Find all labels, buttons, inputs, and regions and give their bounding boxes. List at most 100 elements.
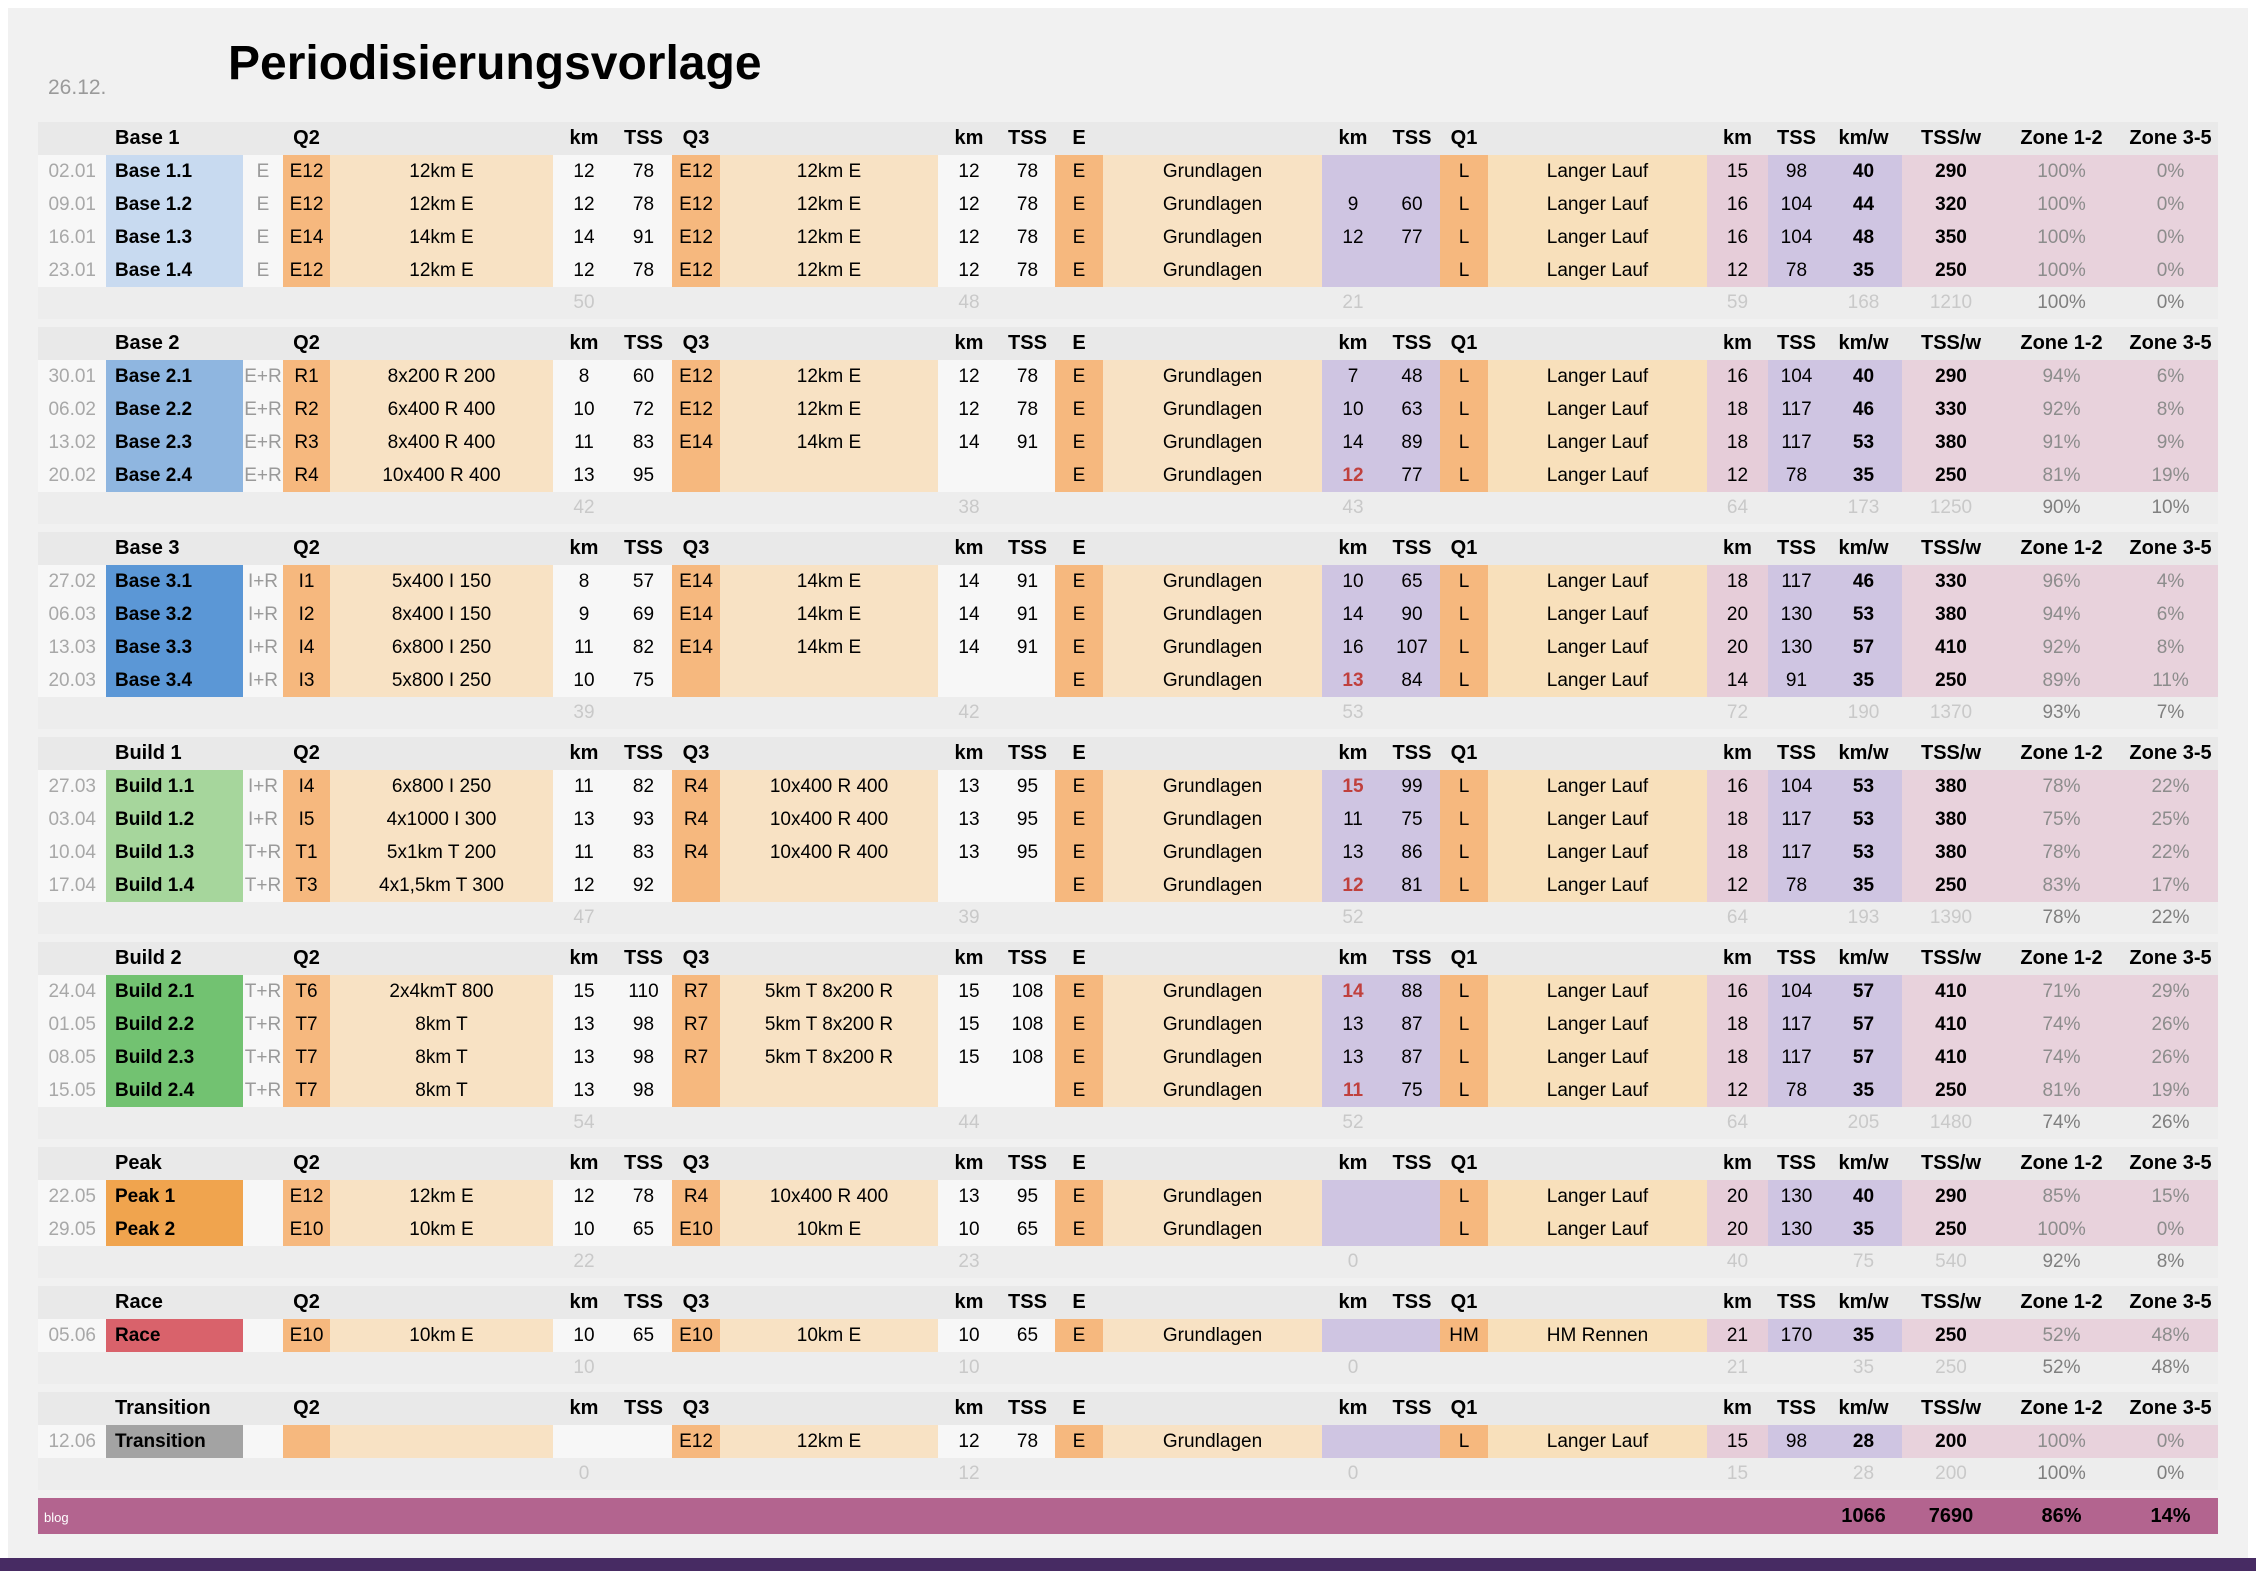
col-header-zone35[interactable]: Zone 3-5: [2129, 947, 2212, 969]
cell-q3-km[interactable]: 12: [958, 399, 980, 420]
summary-q3_km[interactable]: 44: [958, 1112, 980, 1133]
cell-q3-workout[interactable]: [720, 869, 938, 902]
cell-e-tss[interactable]: 63: [1384, 393, 1440, 426]
col-header-tss[interactable]: TSS: [624, 537, 663, 559]
cell-q2-workout[interactable]: 10km E: [330, 1319, 553, 1352]
col-header-tss[interactable]: TSS: [1777, 332, 1816, 354]
summary-zone35[interactable]: 10%: [2151, 497, 2190, 518]
cell-q2-tss[interactable]: [615, 1425, 672, 1458]
summary-q1_km[interactable]: 59: [1726, 292, 1749, 313]
cell-q2-workout[interactable]: 12km E: [330, 188, 553, 221]
cell-q1-workout[interactable]: Langer Lauf: [1488, 1425, 1707, 1458]
cell-q2-workout[interactable]: 4x1000 I 300: [330, 803, 553, 836]
cell-q1-tss[interactable]: 104: [1768, 188, 1825, 221]
summary-zone35[interactable]: 7%: [2156, 702, 2185, 723]
cell-q3-km[interactable]: 13: [958, 842, 980, 863]
cell-e-workout[interactable]: Grundlagen: [1103, 836, 1322, 869]
cell-e-workout[interactable]: Grundlagen: [1103, 975, 1322, 1008]
cell-q3-tss[interactable]: 65: [1016, 1325, 1039, 1346]
summary-kmw[interactable]: 205: [1847, 1112, 1880, 1133]
cell-q1-workout[interactable]: Langer Lauf: [1488, 360, 1707, 393]
cell-zone35[interactable]: 22%: [2123, 770, 2218, 803]
cell-q2-workout[interactable]: 6x800 I 250: [330, 770, 553, 803]
cell-tssw[interactable]: 290: [1902, 360, 2000, 393]
summary-e_km[interactable]: 53: [1342, 702, 1364, 723]
cell-tssw[interactable]: 350: [1902, 221, 2000, 254]
cell-q2-tss[interactable]: 78: [632, 260, 655, 281]
cell-e-workout[interactable]: Grundlagen: [1103, 459, 1322, 492]
cell-q3-tss[interactable]: 95: [1016, 776, 1039, 797]
summary-zone35[interactable]: 26%: [2151, 1112, 2190, 1133]
cell-q3-code[interactable]: E12: [672, 254, 720, 287]
cell-name[interactable]: Race: [106, 1319, 243, 1352]
cell-name[interactable]: Base 3.1: [106, 565, 243, 598]
cell-e-code[interactable]: E: [1055, 393, 1103, 426]
cell-kmw[interactable]: 28: [1825, 1425, 1902, 1458]
cell-zone35[interactable]: 48%: [2123, 1319, 2218, 1352]
cell-e-code[interactable]: E: [1055, 221, 1103, 254]
cell-e-tss[interactable]: 65: [1384, 565, 1440, 598]
cell-e-tss[interactable]: [1384, 1180, 1440, 1213]
cell-q2-workout[interactable]: 5x1km T 200: [330, 836, 553, 869]
cell-e-km[interactable]: 16: [1322, 631, 1384, 664]
col-header-km[interactable]: km: [1723, 742, 1752, 764]
cell-q2-km[interactable]: 12: [573, 194, 595, 215]
cell-q1-tss[interactable]: 117: [1768, 803, 1825, 836]
cell-name[interactable]: Build 2.4: [106, 1074, 243, 1107]
cell-zone12[interactable]: 91%: [2000, 426, 2123, 459]
cell-q3-km[interactable]: 15: [958, 1047, 980, 1068]
cell-q3-workout[interactable]: 12km E: [720, 393, 938, 426]
cell-date[interactable]: 17.04: [48, 875, 96, 896]
cell-q2-km[interactable]: 12: [573, 875, 595, 896]
col-header-km[interactable]: km: [954, 537, 984, 559]
cell-date[interactable]: 20.03: [48, 670, 96, 691]
cell-type[interactable]: [243, 1319, 283, 1352]
cell-q1-code[interactable]: L: [1440, 803, 1488, 836]
col-header-km[interactable]: km: [1338, 1152, 1368, 1174]
cell-q3-tss[interactable]: 78: [1016, 194, 1039, 215]
cell-type[interactable]: T+R: [244, 981, 282, 1002]
cell-q1-workout[interactable]: Langer Lauf: [1488, 869, 1707, 902]
cell-tssw[interactable]: 380: [1902, 770, 2000, 803]
cell-zone35[interactable]: 26%: [2123, 1041, 2218, 1074]
col-header-km[interactable]: km: [569, 947, 599, 969]
cell-e-km[interactable]: 13: [1322, 664, 1384, 697]
cell-e-code[interactable]: E: [1055, 1319, 1103, 1352]
cell-zone12[interactable]: 75%: [2000, 803, 2123, 836]
cell-kmw[interactable]: 44: [1825, 188, 1902, 221]
cell-zone12[interactable]: 92%: [2000, 393, 2123, 426]
cell-tssw[interactable]: 200: [1902, 1425, 2000, 1458]
summary-q3_km[interactable]: 12: [958, 1463, 980, 1484]
cell-q1-tss[interactable]: 104: [1768, 360, 1825, 393]
cell-q2-tss[interactable]: 69: [632, 604, 655, 625]
cell-e-workout[interactable]: Grundlagen: [1103, 221, 1322, 254]
cell-q3-tss[interactable]: 78: [1016, 161, 1039, 182]
cell-q2-code[interactable]: R3: [283, 426, 330, 459]
cell-q1-tss[interactable]: 104: [1768, 221, 1825, 254]
col-header-km[interactable]: km: [1723, 947, 1752, 969]
cell-e-workout[interactable]: Grundlagen: [1103, 1008, 1322, 1041]
cell-tssw[interactable]: 330: [1902, 393, 2000, 426]
col-header-km[interactable]: km: [569, 1152, 599, 1174]
col-header-tss[interactable]: TSS: [1392, 127, 1432, 149]
cell-date[interactable]: 23.01: [48, 260, 96, 281]
col-header-e[interactable]: E: [1072, 332, 1086, 354]
cell-q2-code[interactable]: E10: [283, 1319, 330, 1352]
cell-type[interactable]: E: [256, 260, 270, 281]
cell-type[interactable]: I+R: [247, 571, 279, 592]
cell-e-code[interactable]: E: [1055, 803, 1103, 836]
cell-q2-workout[interactable]: 6x400 R 400: [330, 393, 553, 426]
col-header-zone35[interactable]: Zone 3-5: [2129, 127, 2212, 149]
col-header-zone35[interactable]: Zone 3-5: [2129, 742, 2212, 764]
cell-q2-km[interactable]: 12: [573, 260, 595, 281]
cell-date[interactable]: 24.04: [48, 981, 96, 1002]
cell-q2-tss[interactable]: 95: [632, 465, 655, 486]
cell-name[interactable]: Peak 1: [106, 1180, 243, 1213]
cell-q1-tss[interactable]: 170: [1768, 1319, 1825, 1352]
cell-e-workout[interactable]: Grundlagen: [1103, 1074, 1322, 1107]
cell-e-workout[interactable]: Grundlagen: [1103, 1180, 1322, 1213]
cell-e-tss[interactable]: 81: [1384, 869, 1440, 902]
cell-q3-tss[interactable]: 78: [1016, 366, 1039, 387]
col-header-zone35[interactable]: Zone 3-5: [2129, 537, 2212, 559]
cell-q1-km[interactable]: 16: [1707, 975, 1768, 1008]
